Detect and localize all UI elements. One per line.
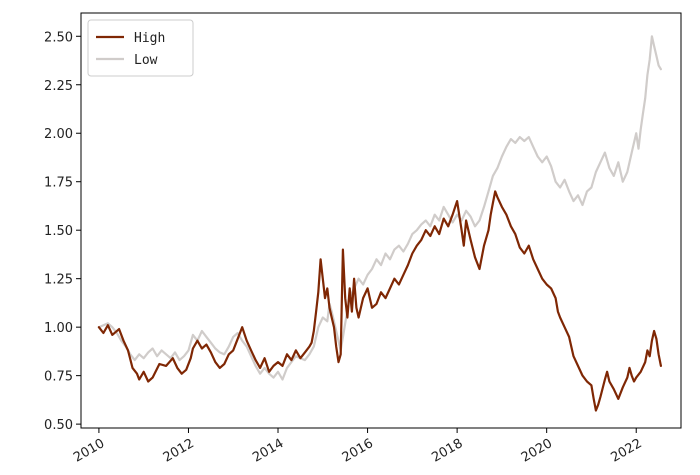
legend-label-low: Low: [134, 53, 158, 68]
legend-box: [87, 19, 194, 77]
y-axis: 0.50 0.75 1.00 1.25 1.50 1.75 2.00 2.25 2.50: [44, 30, 81, 433]
y-tick-label: 2.00: [44, 127, 73, 142]
y-tick-label: 1.50: [44, 224, 73, 239]
y-tick-label: 0.50: [44, 418, 73, 433]
plot-lines: [97, 35, 662, 412]
series-line-low: [97, 35, 662, 381]
y-tick-label: 0.75: [44, 370, 73, 385]
y-tick-label: 1.75: [44, 176, 73, 191]
y-tick-label: 2.50: [44, 30, 73, 45]
legend: High Low: [87, 19, 194, 77]
x-tick-label: 2012: [161, 436, 197, 466]
legend-label-high: High: [134, 31, 165, 46]
y-tick-label: 1.00: [44, 321, 73, 336]
y-tick-label: 2.25: [44, 79, 73, 94]
x-tick-label: 2020: [519, 436, 555, 466]
x-tick-label: 2010: [71, 436, 107, 466]
x-axis: 2010 2012 2014 2016 2018 2020 2022: [71, 428, 645, 466]
series-line-high: [97, 190, 662, 412]
x-tick-label: 2018: [429, 436, 465, 466]
x-tick-label: 2016: [340, 436, 376, 466]
x-tick-label: 2014: [250, 436, 286, 466]
plot-frame: [80, 12, 682, 429]
y-tick-label: 1.25: [44, 273, 73, 288]
x-tick-label: 2022: [608, 436, 644, 466]
